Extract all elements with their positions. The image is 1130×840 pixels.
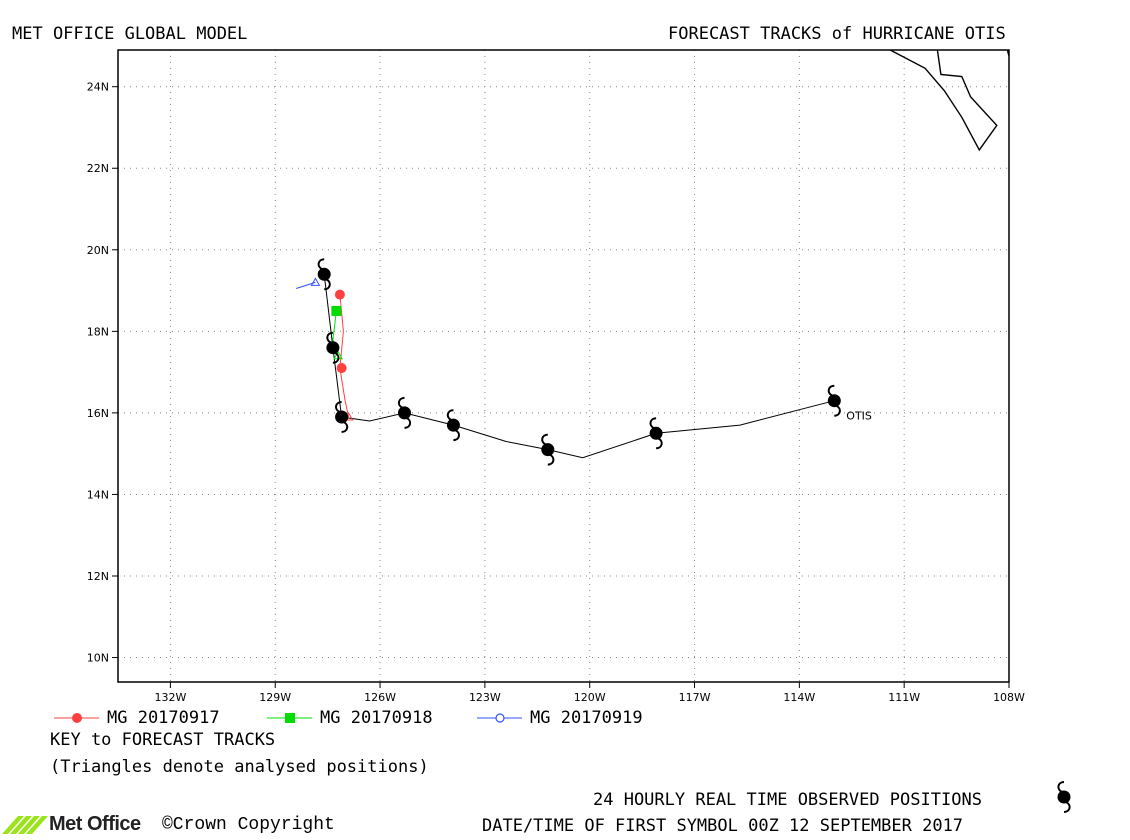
map-axis-ticks: 132W 129W 126W 123W 120W 117W 114W 111W 108W 10N 1… — [87, 81, 1025, 704]
hurricane-arm-bottom — [453, 429, 460, 442]
hurricane-arm-bottom — [332, 351, 340, 364]
hurricane-eye — [398, 406, 411, 420]
hurricane-arm-top — [326, 331, 334, 344]
hurricane-eye — [335, 410, 349, 424]
analysed-position-triangle — [310, 277, 321, 286]
legend-marker-green-square — [267, 713, 312, 723]
lon-tick-label: 111W — [888, 691, 920, 704]
hurricane-arm-top — [397, 396, 405, 409]
hurricane-eye — [317, 267, 331, 281]
map-frame — [117, 49, 1010, 683]
hurricane-arm-bottom — [547, 453, 555, 466]
hurricane-arm-top — [446, 409, 454, 421]
map-title-left: MET OFFICE GLOBAL MODEL — [12, 24, 248, 44]
legend-label: MG 20170917 — [107, 708, 220, 728]
lat-tick-label: 12N — [87, 570, 109, 583]
lon-tick-label: 120W — [574, 691, 606, 704]
lat-tick-label: 10N — [87, 652, 109, 665]
met-office-logo-icon — [2, 816, 48, 834]
hurricane-arm-bottom — [404, 417, 412, 429]
observed-position-symbol — [827, 384, 841, 417]
hurricane-arm-bottom — [834, 404, 841, 417]
observed-position-symbol — [326, 331, 340, 364]
legend-label: MG 20170918 — [320, 708, 433, 728]
observed-position-symbol — [541, 433, 555, 466]
legend-marker-red-circle — [54, 713, 99, 723]
coastline — [889, 49, 1010, 152]
legend-label: MG 20170919 — [530, 708, 643, 728]
lat-tick-label: 18N — [87, 325, 109, 338]
hurricane-arm-top — [649, 417, 657, 430]
observed-positions-label: 24 HOURLY REAL TIME OBSERVED POSITIONS — [593, 790, 982, 810]
observed-position-symbol — [317, 258, 331, 291]
map-title-right: FORECAST TRACKS of HURRICANE OTIS — [668, 24, 1006, 44]
hurricane-arm-top — [541, 433, 548, 446]
map-gridlines — [118, 50, 1009, 682]
observed-position-symbol — [397, 396, 412, 429]
hurricane-arm-bottom — [341, 421, 349, 433]
lon-tick-label: 132W — [154, 691, 186, 704]
observed-position-symbol — [649, 417, 663, 450]
lon-tick-label: 108W — [993, 691, 1025, 704]
brand-name: Met Office — [49, 813, 141, 835]
lon-tick-label: 117W — [679, 691, 711, 704]
first-symbol-datetime: DATE/TIME OF FIRST SYMBOL 00Z 12 SEPTEMB… — [482, 816, 964, 836]
hurricane-eye — [446, 418, 460, 432]
lat-tick-label: 14N — [87, 488, 109, 501]
lon-tick-label: 123W — [469, 691, 501, 704]
hurricane-arm-top — [827, 384, 835, 397]
lat-tick-label: 22N — [87, 162, 109, 175]
coastline-baja — [889, 49, 998, 152]
observed-position-symbol — [446, 409, 460, 442]
observed-position-symbol — [335, 401, 349, 433]
hurricane-eye — [827, 394, 841, 408]
hurricane-arm-bottom — [655, 437, 663, 450]
hurricane-symbol-icon — [1057, 781, 1071, 813]
track-layer: OTIS — [296, 258, 872, 466]
hurricane-eye — [541, 443, 555, 457]
key-note: (Triangles denote analysed positions) — [50, 757, 429, 777]
lat-tick-label: 20N — [87, 244, 109, 257]
forecast-point-circle — [334, 289, 345, 300]
hurricane-arm-top — [317, 258, 325, 271]
lon-tick-label: 129W — [259, 691, 291, 704]
lon-tick-label: 126W — [364, 691, 396, 704]
storm-name-label: OTIS — [846, 410, 872, 423]
legend-marker-blue-open-circle — [477, 713, 522, 723]
hurricane-eye — [326, 341, 340, 355]
forecast-point-square — [331, 305, 342, 316]
hurricane-arm-top — [335, 401, 342, 413]
lon-tick-label: 114W — [783, 691, 815, 704]
observed-track-line — [323, 274, 835, 459]
lat-tick-label: 16N — [87, 407, 109, 420]
hurricane-arm-bottom — [324, 278, 331, 291]
lat-tick-label: 24N — [87, 81, 109, 94]
copyright-text: ©Crown Copyright — [162, 815, 335, 835]
hurricane-eye — [649, 426, 663, 440]
forecast-point-circle — [336, 363, 347, 374]
key-title: KEY to FORECAST TRACKS — [50, 730, 276, 750]
